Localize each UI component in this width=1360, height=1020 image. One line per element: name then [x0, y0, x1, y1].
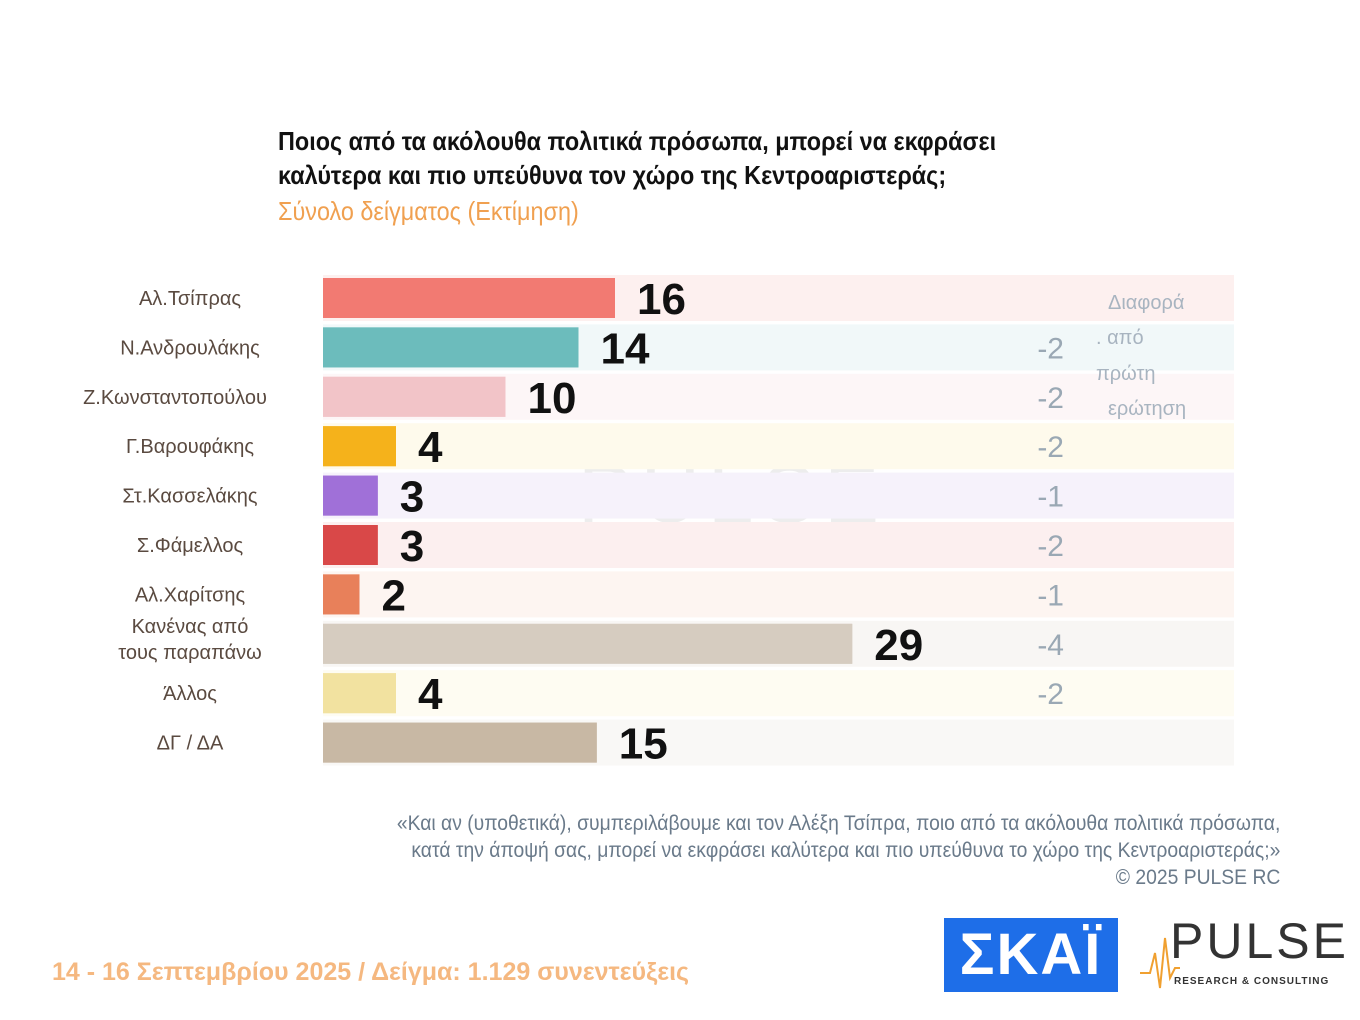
footer-date-sample: 14 - 16 Σεπτεμβρίου 2025 / Δείγμα: 1.129…: [52, 958, 690, 986]
pulse-logo: PULSE RESEARCH & CONSULTING: [1140, 913, 1346, 998]
category-label: τους παραπάνω: [118, 642, 262, 664]
bar-4: [323, 426, 396, 467]
data-label: 3: [400, 473, 424, 522]
data-label: 29: [874, 621, 923, 670]
row-band: [323, 472, 1234, 519]
diff-value: -1: [1037, 481, 1064, 514]
skai-logo: ΣΚΑΪ: [944, 918, 1118, 992]
row-band: [323, 522, 1234, 568]
row-band: [323, 423, 1234, 470]
diff-header: πρώτη: [1096, 363, 1156, 385]
data-label: 14: [601, 324, 650, 373]
diff-value: -2: [1037, 678, 1064, 711]
data-label: 4: [418, 670, 443, 719]
bar-9: [323, 673, 396, 714]
category-label: Στ.Κασσελάκης: [122, 486, 258, 508]
row-band: [323, 670, 1234, 717]
bar-chart: 16 Αλ.Τσίπρας 14 Ν.Ανδρουλάκης -2 10 Ζ.Κωνσταν…: [83, 275, 1234, 769]
category-label: Γ.Βαρουφάκης: [126, 436, 254, 458]
bar-3: [323, 376, 506, 417]
bar-5: [323, 475, 378, 516]
category-label: Αλ.Χαρίτσης: [135, 584, 246, 606]
data-label: 16: [637, 275, 686, 324]
data-label: 3: [400, 522, 424, 571]
row-band: [323, 571, 1234, 618]
category-label: Σ.Φάμελλος: [137, 535, 244, 557]
diff-value: -2: [1037, 431, 1064, 464]
chart-title: Ποιος από τα ακόλουθα πολιτικά πρόσωπα, …: [278, 124, 996, 192]
data-label: 10: [528, 374, 577, 423]
question-note: «Και αν (υποθετικά), συμπεριλάβουμε και …: [396, 810, 1280, 891]
bar-6: [323, 525, 378, 565]
bar-1: [323, 278, 615, 318]
bar-7: [323, 574, 360, 615]
diff-value: -2: [1037, 382, 1064, 415]
diff-header: Διαφορά: [1108, 292, 1184, 314]
category-label: Αλ.Τσίπρας: [139, 288, 241, 310]
diff-value: -1: [1037, 579, 1064, 612]
data-label: 2: [382, 571, 406, 620]
chart-subtitle: Σύνολο δείγματος (Εκτίμηση): [278, 196, 579, 226]
category-label: Άλλος: [163, 683, 217, 705]
category-label: Ζ.Κωνσταντοπούλου: [83, 387, 267, 409]
title-line: καλύτερα και πιο υπεύθυνα τον χώρο της Κ…: [278, 160, 947, 190]
note-line: «Και αν (υποθετικά), συμπεριλάβουμε και …: [396, 812, 1280, 835]
bar-2: [323, 327, 579, 368]
diff-header: ερώτηση: [1108, 398, 1186, 420]
pulse-wave-icon: [1140, 937, 1180, 989]
bar-8: [323, 623, 853, 664]
category-label: Κανένας από: [132, 616, 249, 638]
diff-value: -2: [1037, 332, 1064, 365]
note-line: κατά την άποψή σας, μπορεί να εκφράσει κ…: [411, 839, 1280, 862]
title-line: Ποιος από τα ακόλουθα πολιτικά πρόσωπα, …: [278, 126, 997, 156]
data-label: 4: [418, 423, 443, 472]
data-label: 15: [619, 720, 668, 769]
category-label: ΔΓ / ΔΑ: [157, 733, 224, 755]
copyright: © 2025 PULSE RC: [1115, 866, 1280, 889]
diff-value: -2: [1037, 530, 1064, 563]
diff-value: -4: [1037, 629, 1064, 662]
bar-10: [323, 722, 597, 763]
category-label: Ν.Ανδρουλάκης: [120, 337, 260, 359]
diff-header: . από: [1096, 327, 1144, 349]
